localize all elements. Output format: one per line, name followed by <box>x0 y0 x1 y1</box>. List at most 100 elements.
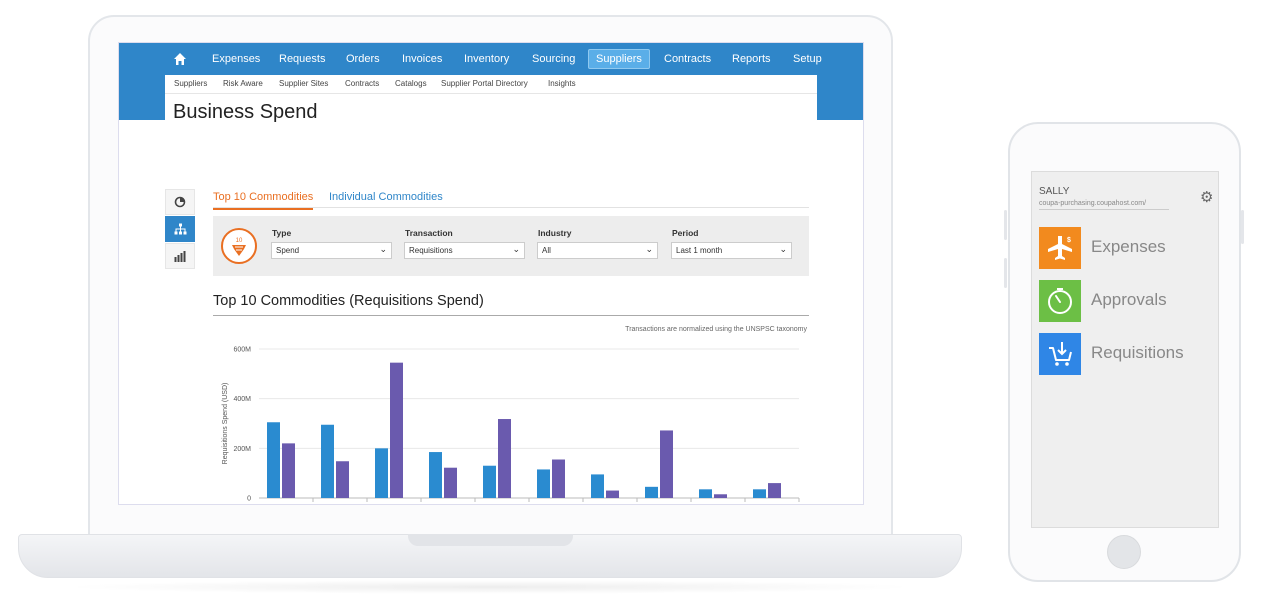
bar <box>498 419 511 498</box>
filter-period-value: Last 1 month <box>676 246 723 255</box>
filter-transaction-value: Requisitions <box>409 246 453 255</box>
filter-industry-value: All <box>542 246 551 255</box>
laptop-notch <box>408 534 573 546</box>
filter-period-select[interactable]: Last 1 month ⌄ <box>671 242 792 259</box>
user-divider <box>1039 209 1169 210</box>
nav-orders[interactable]: Orders <box>346 53 380 65</box>
bar <box>660 430 673 498</box>
bar-chart: Requisitions Spend (USD)0200M400M600MMar… <box>222 347 800 503</box>
phone-side-button <box>1004 258 1007 288</box>
y-tick-label: 0 <box>247 496 251 503</box>
nav-expenses[interactable]: Expenses <box>212 53 261 65</box>
pie-chart-icon[interactable] <box>165 189 195 215</box>
laptop-shadow <box>60 580 920 594</box>
bar <box>390 362 403 498</box>
nav-inventory[interactable]: Inventory <box>464 53 510 65</box>
badge-number: 10 <box>236 238 243 244</box>
chart-title-rule <box>213 315 809 316</box>
filter-bar: 10 Type Spend ⌄ Transaction Requisitions… <box>213 216 809 276</box>
home-icon[interactable] <box>173 52 187 66</box>
phone-home-button[interactable] <box>1107 535 1141 569</box>
nav-contracts[interactable]: Contracts <box>664 53 712 65</box>
filter-industry-label: Industry <box>538 228 572 238</box>
subnav-contracts[interactable]: Contracts <box>345 79 380 88</box>
app-requisitions-label: Requisitions <box>1091 343 1184 362</box>
filter-type-select[interactable]: Spend ⌄ <box>271 242 392 259</box>
user-url: coupa-purchasing.coupahost.com/ <box>1039 200 1147 207</box>
subnav-catalogs[interactable]: Catalogs <box>395 79 427 88</box>
tab-top-10-commodities[interactable]: Top 10 Commodities <box>213 191 314 210</box>
laptop-screen: Expenses Requests Orders Invoices Invent… <box>118 42 864 505</box>
y-tick-label: 200M <box>233 446 251 453</box>
bar <box>429 452 442 498</box>
nav-suppliers[interactable]: Suppliers <box>588 49 650 69</box>
filter-type-label: Type <box>272 228 292 238</box>
expenses-tile: $ <box>1039 227 1081 269</box>
filter-transaction-select[interactable]: Requisitions ⌄ <box>404 242 525 259</box>
airplane-dollar-icon: $ <box>1039 227 1081 269</box>
svg-text:$: $ <box>1067 237 1071 244</box>
bar <box>591 474 604 498</box>
y-tick-label: 400M <box>233 396 251 403</box>
bar <box>768 483 781 498</box>
app-approvals-label: Approvals <box>1091 290 1167 309</box>
subnav-suppliers[interactable]: Suppliers <box>174 79 208 88</box>
subnav-supplier-sites[interactable]: Supplier Sites <box>279 79 329 88</box>
top-10-badge: 10 <box>221 228 257 264</box>
tab-individual-commodities[interactable]: Individual Commodities <box>329 191 443 203</box>
chevron-down-icon: ⌄ <box>779 244 787 254</box>
bar <box>714 494 727 498</box>
y-tick-label: 600M <box>233 347 251 354</box>
user-name: SALLY <box>1039 186 1070 197</box>
subnav-supplier-portal-directory[interactable]: Supplier Portal Directory <box>441 79 528 88</box>
filter-transaction-label: Transaction <box>405 228 453 238</box>
tab-bar: Top 10 Commodities Individual Commoditie… <box>213 185 809 210</box>
bar <box>336 461 349 498</box>
bar <box>375 448 388 498</box>
app-requisitions[interactable]: Requisitions <box>1039 333 1214 375</box>
bar <box>321 424 334 498</box>
approvals-tile <box>1039 280 1081 322</box>
chevron-down-icon: ⌄ <box>379 244 387 254</box>
page-title: Business Spend <box>173 101 318 123</box>
content-panel: Suppliers Risk Aware Supplier Sites Cont… <box>165 75 817 504</box>
nav-invoices[interactable]: Invoices <box>402 53 443 65</box>
app-expenses[interactable]: $ Expenses <box>1039 227 1214 269</box>
bar <box>483 465 496 498</box>
bar <box>606 490 619 498</box>
app-approvals[interactable]: Approvals <box>1039 280 1214 322</box>
timer-icon <box>1039 280 1081 322</box>
chevron-down-icon: ⌄ <box>645 244 653 254</box>
filter-industry-select[interactable]: All ⌄ <box>537 242 658 259</box>
phone-side-button <box>1241 210 1244 244</box>
subnav-insights[interactable]: Insights <box>548 79 576 88</box>
bar <box>699 489 712 498</box>
filter-type-value: Spend <box>276 246 300 255</box>
bar <box>282 443 295 498</box>
chart-note: Transactions are normalized using the UN… <box>625 326 807 333</box>
top-navigation: Expenses Requests Orders Invoices Invent… <box>119 43 863 75</box>
bar <box>552 459 565 498</box>
sub-navigation: Suppliers Risk Aware Supplier Sites Cont… <box>165 75 817 94</box>
nav-sourcing[interactable]: Sourcing <box>532 53 576 65</box>
y-axis-label: Requisitions Spend (USD) <box>222 383 229 465</box>
bar <box>645 486 658 498</box>
bar <box>537 469 550 498</box>
bar <box>267 422 280 498</box>
requisitions-tile <box>1039 333 1081 375</box>
bar-chart-icon[interactable] <box>165 243 195 269</box>
chevron-down-icon: ⌄ <box>512 244 520 254</box>
bar <box>444 467 457 498</box>
phone-side-button <box>1004 210 1007 240</box>
nav-reports[interactable]: Reports <box>732 53 771 65</box>
gear-icon[interactable]: ⚙ <box>1200 189 1214 206</box>
phone-screen: SALLY coupa-purchasing.coupahost.com/ ⚙ … <box>1031 171 1219 528</box>
cart-icon <box>1039 333 1081 375</box>
hierarchy-icon[interactable] <box>165 216 195 242</box>
nav-requests[interactable]: Requests <box>279 53 326 65</box>
nav-setup[interactable]: Setup <box>793 53 822 65</box>
bar <box>753 489 766 498</box>
subnav-risk-aware[interactable]: Risk Aware <box>223 79 263 88</box>
filter-period-label: Period <box>672 228 699 238</box>
app-expenses-label: Expenses <box>1091 237 1166 256</box>
